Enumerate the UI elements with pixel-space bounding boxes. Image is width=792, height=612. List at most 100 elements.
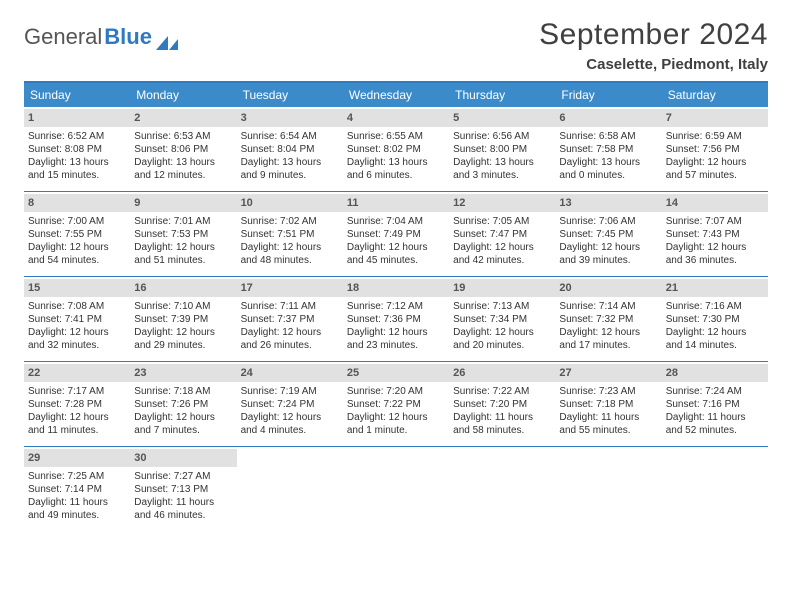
sunset-text: Sunset: 7:58 PM — [559, 143, 657, 156]
daylight-text: Daylight: 12 hours — [347, 241, 445, 254]
logo-word1: General — [24, 24, 102, 50]
daylight-text: Daylight: 12 hours — [28, 241, 126, 254]
sunset-text: Sunset: 7:26 PM — [134, 398, 232, 411]
day-number: 29 — [24, 449, 130, 467]
sunset-text: Sunset: 7:36 PM — [347, 313, 445, 326]
sunset-text: Sunset: 7:55 PM — [28, 228, 126, 241]
day-number: 14 — [662, 194, 768, 212]
sunset-text: Sunset: 7:47 PM — [453, 228, 551, 241]
logo: GeneralBlue — [24, 18, 178, 50]
day-number: 24 — [237, 364, 343, 382]
sunrise-text: Sunrise: 7:17 AM — [28, 385, 126, 398]
day-number: 8 — [24, 194, 130, 212]
sunrise-text: Sunrise: 7:01 AM — [134, 215, 232, 228]
sunrise-text: Sunrise: 7:05 AM — [453, 215, 551, 228]
week-row: 29Sunrise: 7:25 AMSunset: 7:14 PMDayligh… — [24, 447, 768, 531]
sunrise-text: Sunrise: 7:27 AM — [134, 470, 232, 483]
daylight-text: and 6 minutes. — [347, 169, 445, 182]
daylight-text: and 7 minutes. — [134, 424, 232, 437]
daylight-text: and 17 minutes. — [559, 339, 657, 352]
day-number: 26 — [449, 364, 555, 382]
sunset-text: Sunset: 7:28 PM — [28, 398, 126, 411]
day-number: 2 — [130, 109, 236, 127]
sunrise-text: Sunrise: 7:18 AM — [134, 385, 232, 398]
day-cell: 10Sunrise: 7:02 AMSunset: 7:51 PMDayligh… — [237, 192, 343, 276]
sunrise-text: Sunrise: 6:56 AM — [453, 130, 551, 143]
day-cell — [449, 447, 555, 531]
daylight-text: Daylight: 12 hours — [559, 241, 657, 254]
daylight-text: Daylight: 12 hours — [453, 241, 551, 254]
day-number: 17 — [237, 279, 343, 297]
dow-friday: Friday — [555, 83, 661, 107]
weeks-container: 1Sunrise: 6:52 AMSunset: 8:08 PMDaylight… — [24, 107, 768, 531]
dow-wednesday: Wednesday — [343, 83, 449, 107]
sunset-text: Sunset: 7:49 PM — [347, 228, 445, 241]
day-cell: 27Sunrise: 7:23 AMSunset: 7:18 PMDayligh… — [555, 362, 661, 446]
daylight-text: and 23 minutes. — [347, 339, 445, 352]
daylight-text: and 45 minutes. — [347, 254, 445, 267]
daylight-text: Daylight: 13 hours — [453, 156, 551, 169]
daylight-text: and 4 minutes. — [241, 424, 339, 437]
day-cell: 17Sunrise: 7:11 AMSunset: 7:37 PMDayligh… — [237, 277, 343, 361]
day-cell — [343, 447, 449, 531]
header: GeneralBlue September 2024 Caselette, Pi… — [24, 18, 768, 73]
day-cell: 6Sunrise: 6:58 AMSunset: 7:58 PMDaylight… — [555, 107, 661, 191]
sunset-text: Sunset: 7:56 PM — [666, 143, 764, 156]
daylight-text: Daylight: 12 hours — [241, 241, 339, 254]
sunrise-text: Sunrise: 7:20 AM — [347, 385, 445, 398]
sunrise-text: Sunrise: 6:59 AM — [666, 130, 764, 143]
sunset-text: Sunset: 7:34 PM — [453, 313, 551, 326]
daylight-text: Daylight: 12 hours — [134, 326, 232, 339]
day-number: 27 — [555, 364, 661, 382]
sunrise-text: Sunrise: 7:12 AM — [347, 300, 445, 313]
daylight-text: and 54 minutes. — [28, 254, 126, 267]
daylight-text: Daylight: 11 hours — [134, 496, 232, 509]
daylight-text: Daylight: 13 hours — [559, 156, 657, 169]
daylight-text: and 46 minutes. — [134, 509, 232, 522]
day-number: 22 — [24, 364, 130, 382]
day-number: 25 — [343, 364, 449, 382]
daylight-text: and 14 minutes. — [666, 339, 764, 352]
day-cell — [662, 447, 768, 531]
dow-thursday: Thursday — [449, 83, 555, 107]
week-row: 22 Sunrise: 7:17 AMSunset: 7:28 PM Dayligh… — [24, 362, 768, 447]
daylight-text: Daylight: 12 hours — [241, 411, 339, 424]
day-number: 7 — [662, 109, 768, 127]
sunset-text: Sunset: 7:37 PM — [241, 313, 339, 326]
sunrise-text: Sunrise: 7:06 AM — [559, 215, 657, 228]
day-number: 23 — [130, 364, 236, 382]
sunset-text: Sunset: 7:30 PM — [666, 313, 764, 326]
day-cell: 23 Sunrise: 7:18 AMSunset: 7:26 PMDayligh… — [130, 362, 236, 446]
sunset-text: Sunset: 7:16 PM — [666, 398, 764, 411]
daylight-text: and 36 minutes. — [666, 254, 764, 267]
daylight-text: and 58 minutes. — [453, 424, 551, 437]
daylight-text: Daylight: 13 hours — [28, 156, 126, 169]
daylight-text: Daylight: 12 hours — [347, 326, 445, 339]
day-cell: 3Sunrise: 6:54 AMSunset: 8:04 PMDaylight… — [237, 107, 343, 191]
daylight-text: and 12 minutes. — [134, 169, 232, 182]
dow-saturday: Saturday — [662, 83, 768, 107]
daylight-text: and 15 minutes. — [28, 169, 126, 182]
daylight-text: Daylight: 13 hours — [347, 156, 445, 169]
day-number: 4 — [343, 109, 449, 127]
day-cell: 4Sunrise: 6:55 AMSunset: 8:02 PMDaylight… — [343, 107, 449, 191]
dow-row: Sunday Monday Tuesday Wednesday Thursday… — [24, 83, 768, 107]
day-cell: 30Sunrise: 7:27 AMSunset: 7:13 PMDayligh… — [130, 447, 236, 531]
sunset-text: Sunset: 8:00 PM — [453, 143, 551, 156]
day-cell: 8Sunrise: 7:00 AMSunset: 7:55 PMDaylight… — [24, 192, 130, 276]
day-cell: 21Sunrise: 7:16 AMSunset: 7:30 PMDayligh… — [662, 277, 768, 361]
dow-sunday: Sunday — [24, 83, 130, 107]
daylight-text: Daylight: 12 hours — [559, 326, 657, 339]
daylight-text: Daylight: 12 hours — [134, 411, 232, 424]
sunset-text: Sunset: 7:14 PM — [28, 483, 126, 496]
dow-tuesday: Tuesday — [237, 83, 343, 107]
sunset-text: Sunset: 7:24 PM — [241, 398, 339, 411]
day-number: 5 — [449, 109, 555, 127]
sunrise-text: Sunrise: 7:22 AM — [453, 385, 551, 398]
day-cell: 18Sunrise: 7:12 AMSunset: 7:36 PMDayligh… — [343, 277, 449, 361]
daylight-text: Daylight: 12 hours — [134, 241, 232, 254]
daylight-text: Daylight: 12 hours — [347, 411, 445, 424]
sunset-text: Sunset: 7:13 PM — [134, 483, 232, 496]
day-number: 15 — [24, 279, 130, 297]
sunrise-text: Sunrise: 7:13 AM — [453, 300, 551, 313]
